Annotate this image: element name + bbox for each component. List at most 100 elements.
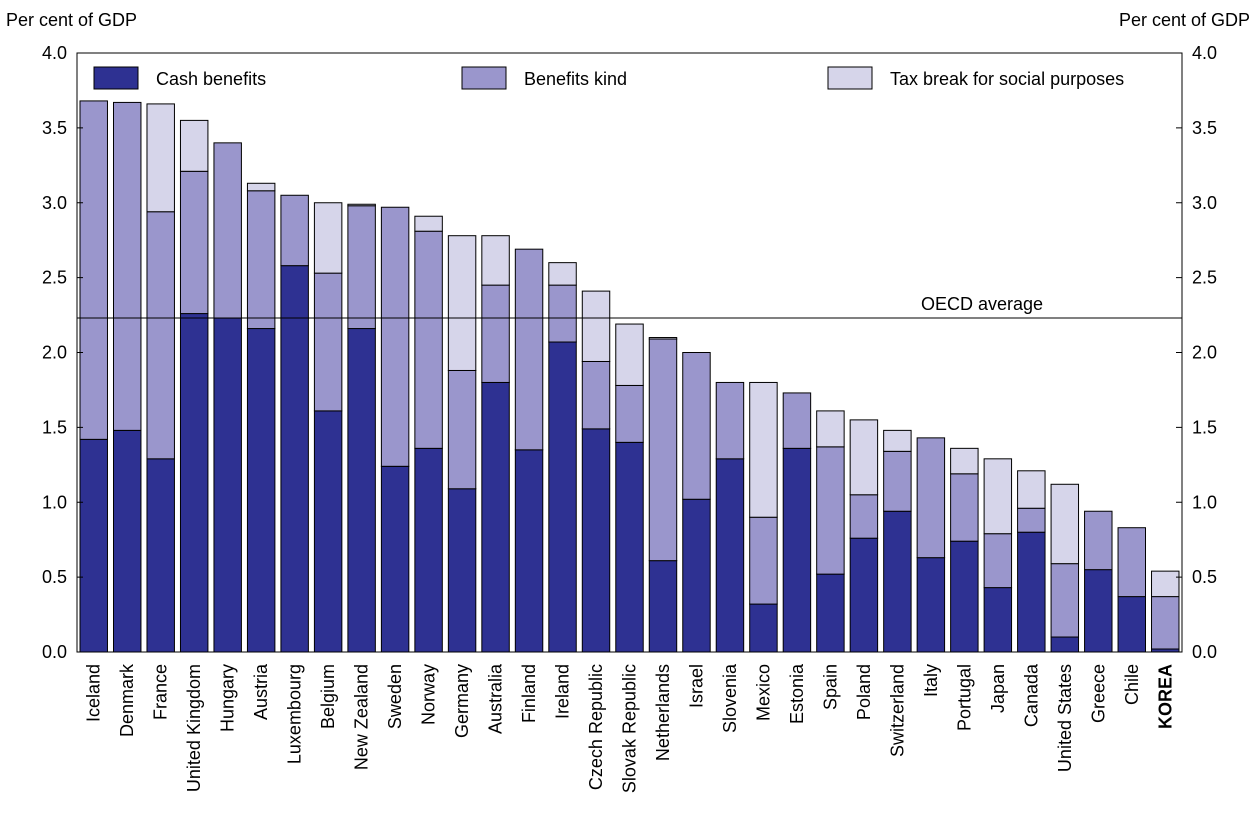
bar-cash-benefits-germany [447,488,477,653]
bar-group-united-states [1050,483,1080,653]
bar-cash-benefits-iceland [79,438,108,653]
x-label-france: France [151,664,171,720]
bar-group-belgium [313,202,343,653]
legend-label-cash-benefits: Cash benefits [156,69,266,89]
bar-group-germany [447,235,477,653]
bar-tax-break-for-social-purposes-france [146,103,175,213]
x-label-belgium: Belgium [318,664,338,729]
bar-benefits-kind-chile [1117,527,1147,598]
y-tick-label-left: 3.0 [42,193,67,213]
bar-cash-benefits-france [146,458,175,653]
x-label-israel: Israel [686,664,706,708]
bar-tax-break-for-social-purposes-mexico [749,381,778,518]
bar-cash-benefits-greece [1084,569,1113,653]
x-label-australia: Australia [486,663,506,734]
legend-swatch-cash-benefits [93,66,139,90]
x-label-spain: Spain [820,664,840,710]
bar-cash-benefits-israel [682,498,711,653]
bar-cash-benefits-chile [1117,596,1147,653]
bar-group-france [146,103,175,653]
bar-tax-break-for-social-purposes-united-states [1050,483,1080,565]
y-tick-marks [77,52,1182,653]
bar-cash-benefits-united-kingdom [179,313,209,653]
x-label-new-zealand: New Zealand [352,664,372,770]
legend-item-tax-break: Tax break for social purposes [827,66,1124,90]
bar-group-norway [414,215,443,653]
y-tick-label-left: 1.0 [42,492,67,512]
x-label-sweden: Sweden [385,664,405,729]
bar-tax-break-for-social-purposes-slovak-republic [615,323,644,386]
x-label-hungary: Hungary [218,664,238,732]
bar-group-estonia [782,392,812,653]
bar-group-italy [916,437,946,653]
bar-benefits-kind-france [146,211,175,460]
bar-tax-break-for-social-purposes-netherlands [648,337,678,340]
x-label-netherlands: Netherlands [653,664,673,761]
bar-benefits-kind-sweden [380,206,410,467]
bar-group-portugal [950,447,979,653]
y-tick-label-left: 0.5 [42,567,67,587]
x-label-norway: Norway [419,664,439,725]
bar-benefits-kind-norway [414,230,443,449]
right-y-tick-labels: 0.0 0.5 1.0 1.5 2.0 2.5 3.0 3.5 4.0 [1192,43,1217,662]
legend-label-tax-break: Tax break for social purposes [890,69,1124,89]
bar-group-ireland [548,262,577,653]
bar-benefits-kind-greece [1084,510,1113,571]
bars [79,100,1180,653]
x-label-iceland: Iceland [84,664,104,722]
y-tick-label-right: 2.5 [1192,268,1217,288]
x-label-japan: Japan [988,664,1008,713]
bar-benefits-kind-korea [1151,596,1180,650]
bar-group-netherlands [648,337,678,653]
legend-swatch-benefits-kind [461,66,507,90]
bar-tax-break-for-social-purposes-australia [481,235,510,286]
y-tick-label-left: 4.0 [42,43,67,63]
bar-group-spain [816,410,845,653]
oecd-average: OECD average [77,294,1182,319]
bar-tax-break-for-social-purposes-korea [1151,570,1180,598]
bar-tax-break-for-social-purposes-czech-republic [581,290,611,362]
x-label-portugal: Portugal [954,664,974,731]
y-tick-label-right: 1.0 [1192,492,1217,512]
bar-group-greece [1084,510,1113,653]
bar-benefits-kind-ireland [548,284,577,343]
bar-group-slovenia [715,381,745,653]
bar-benefits-kind-germany [447,369,477,490]
x-label-greece: Greece [1088,664,1108,723]
y-tick-label-right: 3.5 [1192,118,1217,138]
y-tick-label-left: 3.5 [42,118,67,138]
bar-group-united-kingdom [179,119,209,653]
bar-tax-break-for-social-purposes-ireland [548,262,577,286]
x-label-denmark: Denmark [117,663,137,737]
bar-group-finland [514,248,544,653]
x-label-czech-republic: Czech Republic [586,664,606,790]
oecd-average-label: OECD average [921,294,1043,314]
bar-benefits-kind-israel [682,352,711,500]
bar-cash-benefits-australia [481,381,510,653]
bar-group-czech-republic [581,290,611,653]
bar-group-australia [481,235,510,653]
x-label-slovak-republic: Slovak Republic [620,664,640,793]
legend-swatch-tax-break [827,66,873,90]
left-axis-unit: Per cent of GDP [6,10,137,30]
bar-tax-break-for-social-purposes-belgium [313,202,343,274]
bar-cash-benefits-japan [983,587,1013,653]
x-label-germany: Germany [452,664,472,738]
bar-cash-benefits-hungary [213,317,242,653]
bar-tax-break-for-social-purposes-japan [983,458,1013,535]
bar-cash-benefits-luxembourg [280,265,309,653]
bar-cash-benefits-canada [1017,531,1046,653]
x-label-poland: Poland [854,664,874,720]
bar-group-denmark [112,101,142,653]
bar-group-slovak-republic [615,323,644,653]
x-label-slovenia: Slovenia [720,663,740,733]
bar-benefits-kind-estonia [782,392,812,449]
bar-benefits-kind-luxembourg [280,194,309,267]
bar-tax-break-for-social-purposes-new-zealand [347,203,376,207]
bar-benefits-kind-japan [983,533,1013,589]
x-label-canada: Canada [1021,663,1041,727]
bar-benefits-kind-new-zealand [347,205,376,330]
legend: Cash benefits Benefits kind Tax break fo… [93,66,1124,90]
x-label-mexico: Mexico [753,664,773,721]
